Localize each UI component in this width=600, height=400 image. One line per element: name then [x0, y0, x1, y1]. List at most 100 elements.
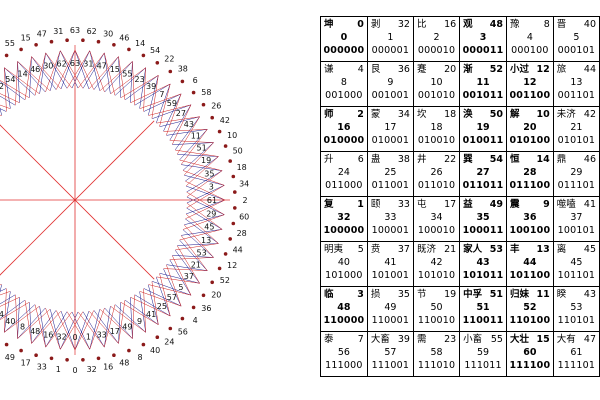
ring-dot — [180, 79, 185, 84]
outer-number-label: 6 — [193, 76, 198, 85]
hexagram-number: 44 — [523, 257, 537, 268]
outer-number-label: 0 — [72, 366, 77, 375]
inner-number-label: 39 — [146, 82, 156, 91]
inner-number-label: 21 — [191, 261, 201, 270]
table-row: 升 6 24 011000 蛊 38 25 011001 井 22 26 011010 巽 54 27 011… — [320, 151, 600, 197]
hexagram-name: 谦 — [324, 64, 334, 75]
hexagram-name: 蛊 — [370, 154, 381, 165]
outer-number-label: 55 — [5, 39, 15, 48]
outer-number-label: 34 — [239, 179, 249, 188]
hexagram-cell: 升 6 24 011000 — [320, 151, 368, 197]
outer-number-label: 47 — [37, 29, 47, 38]
hexagram-index: 5 — [357, 244, 364, 255]
hexagram-name: 震 — [509, 199, 520, 210]
ring-dot — [228, 159, 232, 163]
outer-number-label: 22 — [164, 55, 174, 64]
ring-dot — [19, 47, 23, 52]
outer-number-label: 54 — [150, 46, 160, 55]
hexagram-number: 53 — [570, 302, 583, 313]
hexagram-cell: 恒 14 28 011100 — [505, 151, 554, 197]
outer-number-label: 20 — [211, 290, 221, 299]
outer-number-label: 31 — [53, 27, 63, 36]
axis-line — [0, 120, 155, 276]
hexagram-cell: 中孚 51 51 110011 — [459, 286, 507, 332]
hexagram-number: 9 — [387, 77, 394, 88]
hexagram-index: 1 — [357, 199, 364, 210]
hexagram-name: 大壮 — [509, 334, 529, 345]
hexagram-binary: 000101 — [557, 45, 596, 56]
hexagram-binary: 000000 — [323, 45, 365, 56]
hexagram-index: 55 — [490, 334, 503, 345]
hexagram-cell: 节 19 50 110010 — [412, 286, 461, 332]
inner-number-label: 40 — [5, 317, 15, 326]
hexagram-name: 恒 — [509, 154, 520, 165]
ring-dot — [168, 326, 173, 331]
hexagram-name: 大有 — [556, 334, 576, 345]
hexagram-cell: 涣 50 19 010011 — [459, 106, 507, 152]
outer-number-label: 18 — [237, 163, 247, 172]
hexagram-number: 28 — [523, 167, 537, 178]
hexagram-binary: 000010 — [417, 45, 456, 56]
hexagram-binary: 101010 — [417, 270, 456, 281]
hexagram-binary: 010000 — [323, 135, 365, 146]
hexagram-cell: 蛊 38 25 011001 — [366, 151, 414, 197]
hexagram-index: 47 — [583, 334, 596, 345]
hexagram-binary: 001101 — [557, 90, 596, 101]
hexagram-cell: 颐 33 33 100001 — [366, 196, 414, 242]
ring-dot — [210, 115, 214, 120]
hexagram-index: 7 — [357, 334, 364, 345]
inner-number-label: 27 — [176, 109, 186, 118]
ring-dot — [201, 293, 206, 298]
ring-dot — [49, 356, 54, 361]
hexagram-name: 小畜 — [463, 334, 483, 345]
outer-number-label: 30 — [103, 29, 113, 38]
hexagram-binary: 011100 — [509, 180, 551, 191]
hexagram-binary: 011011 — [462, 180, 504, 191]
inner-number-label: 19 — [201, 156, 211, 165]
hexagram-cell: 解 10 20 010100 — [505, 106, 554, 152]
inner-number-label: 32 — [57, 332, 67, 341]
outer-number-label: 4 — [193, 316, 198, 325]
hexagram-index: 37 — [397, 244, 410, 255]
inner-number-label: 13 — [201, 236, 211, 245]
hexagram-index: 38 — [397, 154, 410, 165]
hexagram-name: 益 — [463, 199, 473, 210]
hexagram-index: 13 — [536, 244, 550, 255]
outer-number-label: 58 — [201, 88, 211, 97]
outer-number-label: 2 — [242, 196, 247, 205]
hexagram-index: 4 — [357, 64, 364, 75]
inner-number-label: 62 — [57, 60, 67, 69]
hexagram-cell: 小过 12 12 001100 — [505, 61, 554, 107]
hexagram-number: 59 — [477, 347, 490, 358]
table-row: 明夷 5 40 101000 贲 37 41 101001 既济 21 42 101010 家人 53 43… — [320, 241, 600, 287]
hexagram-index: 8 — [543, 19, 550, 30]
hexagram-cell: 坤 0 0 000000 — [320, 16, 368, 62]
hexagram-name: 蹇 — [416, 64, 427, 75]
hexagram-name: 坤 — [324, 19, 334, 30]
hexagram-name: 既济 — [416, 244, 436, 255]
inner-number-label: 53 — [197, 248, 207, 257]
hexagram-number: 12 — [523, 77, 537, 88]
hexagram-index: 34 — [397, 109, 410, 120]
hexagram-binary: 000001 — [371, 45, 410, 56]
hexagram-index: 42 — [583, 109, 596, 120]
inner-number-label: 59 — [167, 99, 177, 108]
hexagram-cell: 临 3 48 110000 — [320, 286, 368, 332]
table-row: 师 2 16 010000 蒙 34 17 010001 坎 18 18 010010 涣 50 19 010… — [320, 106, 600, 152]
hexagram-cell: 坎 18 18 010010 — [412, 106, 461, 152]
outer-number-label: 44 — [233, 245, 243, 254]
ring-dot — [34, 353, 38, 358]
ring-dot — [233, 190, 237, 194]
hexagram-binary: 010010 — [417, 135, 456, 146]
hexagram-number: 41 — [384, 257, 397, 268]
hexagram-name: 家人 — [463, 244, 483, 255]
ring-dot — [217, 129, 222, 134]
hexagram-number: 17 — [384, 122, 397, 133]
hexagram-binary: 010101 — [557, 135, 596, 146]
inner-number-label: 8 — [20, 323, 25, 332]
hexagram-number: 37 — [570, 212, 583, 223]
hexagram-index: 10 — [536, 109, 550, 120]
hexagram-binary: 111011 — [464, 360, 502, 371]
hexagram-index: 17 — [444, 199, 457, 210]
inner-number-label: 15 — [110, 65, 120, 74]
